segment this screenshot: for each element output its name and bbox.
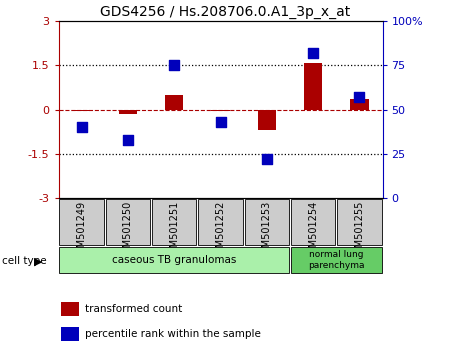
Text: GSM501255: GSM501255 xyxy=(354,201,365,261)
Text: GSM501254: GSM501254 xyxy=(308,201,318,260)
Text: GSM501252: GSM501252 xyxy=(216,201,225,261)
Bar xyxy=(198,199,243,245)
Point xyxy=(217,119,224,125)
Text: normal lung
parenchyma: normal lung parenchyma xyxy=(308,251,364,270)
Text: percentile rank within the sample: percentile rank within the sample xyxy=(85,329,261,339)
Text: ▶: ▶ xyxy=(34,256,43,266)
Bar xyxy=(72,110,91,111)
Bar xyxy=(119,110,137,114)
Bar xyxy=(291,199,335,245)
Bar xyxy=(59,247,289,273)
Bar xyxy=(257,110,276,130)
Bar xyxy=(291,247,382,273)
Bar xyxy=(59,199,104,245)
Bar xyxy=(152,199,197,245)
Text: GSM501249: GSM501249 xyxy=(76,201,87,260)
Bar xyxy=(61,302,79,316)
Text: GSM501251: GSM501251 xyxy=(169,201,179,260)
Bar xyxy=(304,63,322,110)
Point xyxy=(124,137,131,143)
Bar xyxy=(337,199,382,245)
Point xyxy=(310,50,317,56)
Bar xyxy=(61,327,79,341)
Bar xyxy=(165,95,184,110)
Text: GDS4256 / Hs.208706.0.A1_3p_x_at: GDS4256 / Hs.208706.0.A1_3p_x_at xyxy=(100,5,350,19)
Bar xyxy=(350,99,369,110)
Text: cell type: cell type xyxy=(2,256,47,266)
Point xyxy=(263,156,270,162)
Text: caseous TB granulomas: caseous TB granulomas xyxy=(112,255,236,265)
Text: GSM501250: GSM501250 xyxy=(123,201,133,260)
Text: transformed count: transformed count xyxy=(85,304,182,314)
Point xyxy=(78,125,85,130)
Bar xyxy=(244,199,289,245)
Text: GSM501253: GSM501253 xyxy=(262,201,272,260)
Bar xyxy=(106,199,150,245)
Point xyxy=(356,95,363,100)
Point xyxy=(171,63,178,68)
Bar xyxy=(211,110,230,111)
